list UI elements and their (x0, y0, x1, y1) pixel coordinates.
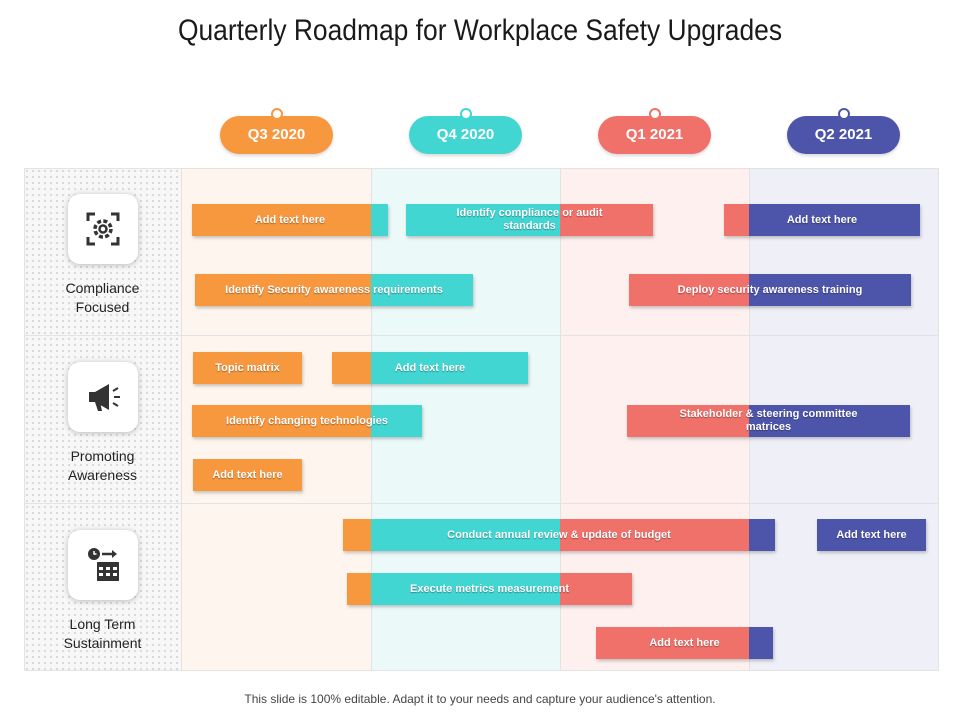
task-label: Topic matrix (215, 361, 280, 374)
task-label: Add text here (836, 528, 907, 541)
grid-line (24, 168, 938, 169)
quarter-label: Q1 2021 (625, 126, 684, 143)
task-label: Add text here (786, 213, 858, 226)
task-bar: Identify compliance or audit standards (406, 204, 653, 236)
grid-line (24, 670, 938, 671)
task-bar: Execute metrics measurement (347, 573, 632, 605)
task-label: Add text here (212, 468, 283, 481)
task-label: Execute metrics measurement (410, 582, 569, 595)
task-bar: Add text here (193, 459, 302, 491)
task-bar: Stakeholder & steering committee matrice… (627, 405, 910, 437)
task-bar: Deploy security awareness training (629, 274, 911, 306)
awareness-icon-box (68, 362, 138, 432)
quarter-pill-q1-2021: Q1 2021 (598, 108, 711, 154)
footer-note: This slide is 100% editable. Adapt it to… (244, 692, 716, 706)
grid-line (24, 335, 938, 336)
row-label-line: Long Term (69, 616, 136, 632)
sustainment-icon-box (68, 530, 138, 600)
megaphone-icon (89, 384, 120, 411)
task-bar: Identify changing technologies (192, 405, 422, 437)
grid-line (560, 168, 561, 671)
task-label: Identify compliance or audit standards (456, 207, 603, 232)
row-label-line: Promoting (70, 448, 135, 464)
row-label-line: Focused (75, 299, 130, 315)
task-label: Add text here (254, 213, 326, 226)
grid-line (24, 168, 25, 671)
quarter-pill-q2-2021: Q2 2021 (787, 108, 900, 154)
row-label-compliance: Compliance Focused (24, 279, 181, 317)
page-title: Quarterly Roadmap for Workplace Safety U… (177, 14, 783, 47)
row-label-line: Sustainment (63, 635, 142, 651)
clock-calendar-icon (88, 548, 119, 581)
task-bar: Add text here (192, 204, 388, 236)
task-label: Stakeholder & steering committee matrice… (679, 408, 858, 433)
task-label: Identify changing technologies (226, 414, 388, 427)
quarter-pill-q3-2020: Q3 2020 (220, 108, 333, 154)
task-bar: Add text here (817, 519, 926, 551)
quarter-label: Q3 2020 (247, 126, 306, 143)
task-label: Conduct annual review & update of budget (447, 528, 671, 541)
gear-focus-icon (86, 212, 120, 246)
row-label-sustainment: Long Term Sustainment (24, 615, 181, 653)
task-bar: Add text here (724, 204, 920, 236)
task-bar: Conduct annual review & update of budget (343, 519, 775, 551)
task-label: Deploy security awareness training (677, 283, 863, 296)
quarter-pill-q4-2020: Q4 2020 (409, 108, 522, 154)
row-label-line: Awareness (67, 467, 137, 483)
compliance-icon-box (68, 194, 138, 264)
task-bar: Identify Security awareness requirements (195, 274, 473, 306)
pin-icon (270, 108, 283, 120)
quarter-label: Q4 2020 (436, 126, 495, 143)
pin-icon (648, 108, 661, 120)
task-bar: Add text here (596, 627, 773, 659)
task-bar: Add text here (332, 352, 528, 384)
grid-line (938, 168, 939, 671)
task-label: Add text here (649, 636, 720, 649)
task-label: Add text here (394, 361, 466, 374)
task-bar: Topic matrix (193, 352, 302, 384)
quarter-label: Q2 2021 (814, 126, 873, 143)
pin-icon (837, 108, 850, 120)
row-label-awareness: Promoting Awareness (24, 447, 181, 485)
row-label-line: Compliance (65, 280, 140, 296)
grid-line (24, 503, 938, 504)
task-label: Identify Security awareness requirements (225, 283, 443, 296)
pin-icon (459, 108, 472, 120)
grid-line (181, 168, 182, 671)
